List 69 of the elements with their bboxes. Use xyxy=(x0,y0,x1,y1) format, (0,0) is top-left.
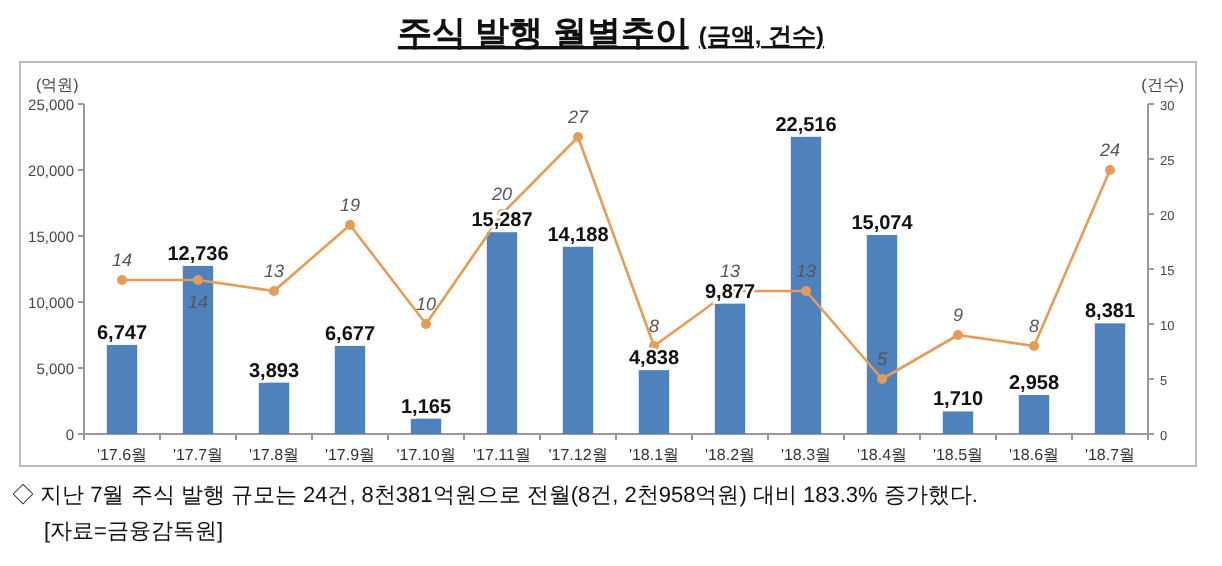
point xyxy=(953,330,963,340)
bar xyxy=(942,411,974,434)
x-tick-label: '18.2월 xyxy=(704,446,756,464)
x-tick-label: '17.12월 xyxy=(548,446,608,464)
x-tick-label: '18.3월 xyxy=(780,446,832,464)
bar xyxy=(410,418,442,434)
data-label: 8,381 xyxy=(1084,301,1136,324)
data-label: 24 xyxy=(1097,140,1121,160)
bar xyxy=(866,235,898,434)
bar xyxy=(714,303,746,434)
x-tick-label: '17.7월 xyxy=(172,446,224,464)
x-tick-label: '17.8월 xyxy=(248,446,300,464)
data-label: 8 xyxy=(648,316,660,336)
bar xyxy=(106,344,138,434)
point xyxy=(345,220,355,230)
data-label: 6,677 xyxy=(324,323,376,346)
bar xyxy=(486,232,518,434)
data-label: 27 xyxy=(565,107,590,127)
data-label: 13 xyxy=(795,261,817,281)
x-tick-label: '18.7월 xyxy=(1084,446,1136,464)
point xyxy=(1105,165,1115,175)
bar xyxy=(1094,323,1126,434)
x-tick-label: '18.4월 xyxy=(856,446,908,464)
point xyxy=(573,132,583,142)
data-label: 3,893 xyxy=(248,360,300,383)
data-label: 6,747 xyxy=(96,322,148,345)
data-label: 2,958 xyxy=(1008,372,1060,395)
data-label: 14,188 xyxy=(547,224,610,247)
point xyxy=(421,319,431,329)
point xyxy=(801,286,811,296)
bar xyxy=(638,370,670,434)
text: [자료=금융감독원] xyxy=(44,520,224,544)
bar xyxy=(182,265,214,434)
point xyxy=(117,275,127,285)
x-tick-label: '18.6월 xyxy=(1008,446,1060,464)
data-label: 14 xyxy=(187,292,209,312)
data-label: 13 xyxy=(263,261,285,281)
x-tick-label: '18.1월 xyxy=(628,446,680,464)
y-axis-title: (억원) xyxy=(36,76,80,94)
bar xyxy=(258,382,290,434)
data-label: 8 xyxy=(1028,316,1040,336)
data-label: 12,736 xyxy=(167,243,230,266)
data-label: 19 xyxy=(339,195,361,215)
data-label: 1,165 xyxy=(400,396,452,419)
bar xyxy=(334,345,366,434)
data-label: 14 xyxy=(111,250,133,270)
data-label: 4,838 xyxy=(628,348,680,371)
data-label: 13 xyxy=(719,261,741,281)
bar xyxy=(790,136,822,434)
x-tick-label: '18.5월 xyxy=(932,446,984,464)
data-label: 1,710 xyxy=(932,389,984,412)
text: ◇ 지난 7월 주식 발행 규모는 24건, 8천381억원으로 전월(8건, 2천958억원) 대비 183.3% 증가했다. xyxy=(12,482,978,508)
point xyxy=(193,275,203,285)
data-label: 20 xyxy=(489,184,513,204)
data-label: 22,516 xyxy=(775,114,838,137)
data-label: 9 xyxy=(952,305,964,325)
x-tick-label: '17.6월 xyxy=(96,446,148,464)
y2-axis-title: (건수) xyxy=(1141,76,1185,94)
bar xyxy=(562,246,594,434)
point xyxy=(1029,341,1039,351)
point xyxy=(269,286,279,296)
point xyxy=(877,374,887,384)
x-tick-label: '17.9월 xyxy=(324,446,376,464)
data-label: 5 xyxy=(876,349,889,369)
x-tick-label: '17.11월 xyxy=(473,446,531,464)
x-tick-label: '17.10월 xyxy=(396,446,456,464)
bar xyxy=(1018,394,1050,434)
data-label: 15,074 xyxy=(851,213,914,236)
data-label: 10 xyxy=(415,294,437,314)
